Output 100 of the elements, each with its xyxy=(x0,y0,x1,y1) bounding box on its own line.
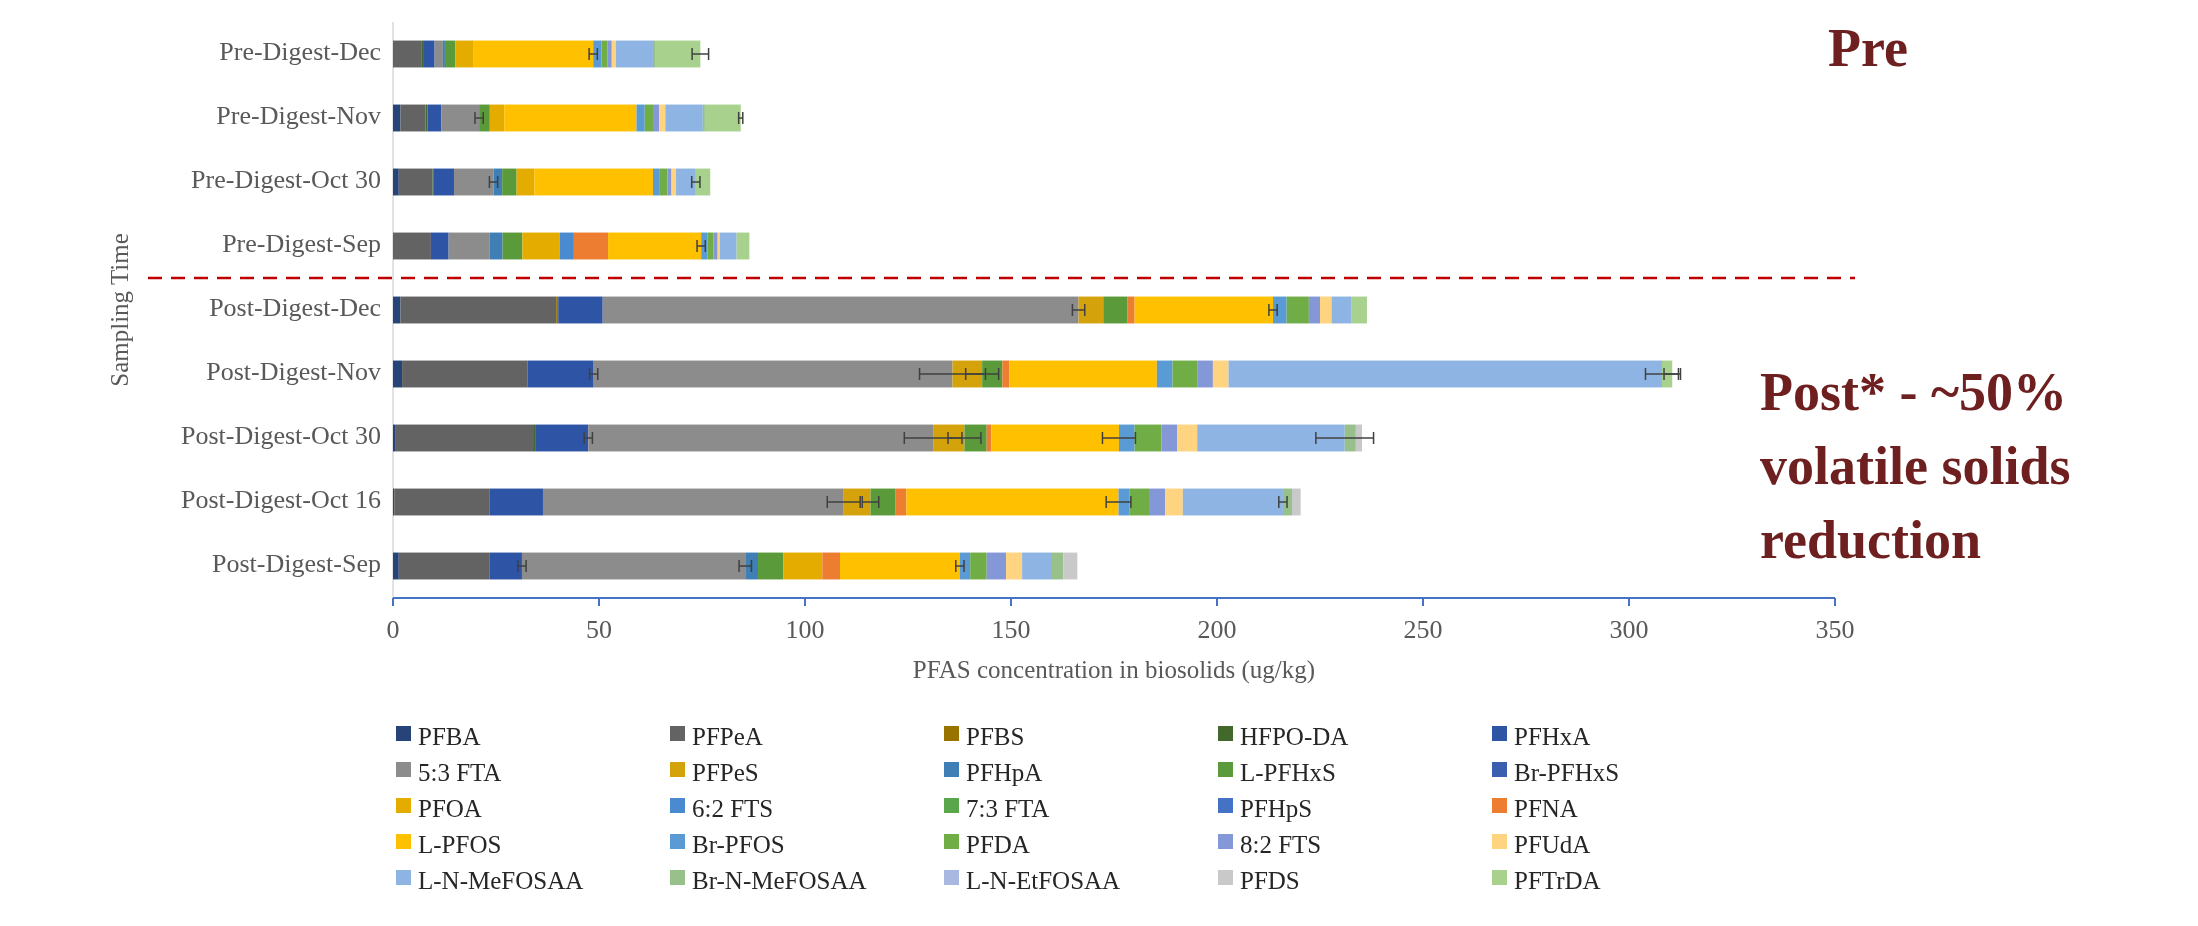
bar xyxy=(713,232,718,260)
bar xyxy=(1351,296,1367,324)
bar xyxy=(502,168,517,196)
bar xyxy=(991,424,1119,452)
bar xyxy=(433,168,454,196)
bar xyxy=(504,104,637,132)
bar xyxy=(707,232,714,260)
bar xyxy=(840,552,960,580)
legend-label: Br-N-MeFOSAA xyxy=(692,866,867,894)
bar xyxy=(522,232,560,260)
bar xyxy=(527,360,594,388)
bar xyxy=(1228,360,1662,388)
bar xyxy=(665,104,703,132)
bar xyxy=(1172,360,1198,388)
bar xyxy=(393,296,401,324)
y-axis-title: Sampling Time xyxy=(106,233,133,387)
bar xyxy=(395,424,534,452)
bar xyxy=(655,40,701,68)
bar xyxy=(822,552,841,580)
legend-label: HFPO-DA xyxy=(1240,722,1349,750)
bar xyxy=(652,40,656,68)
y-tick-label: Pre-Digest-Oct 30 xyxy=(191,164,381,194)
bar xyxy=(521,552,746,580)
x-tick-label: 50 xyxy=(586,615,612,644)
bar xyxy=(1078,296,1104,324)
bar xyxy=(1182,488,1283,516)
bar xyxy=(559,232,574,260)
y-tick-label: Pre-Digest-Sep xyxy=(222,228,381,258)
bar xyxy=(542,488,844,516)
bar xyxy=(1022,552,1051,580)
bar xyxy=(533,424,536,452)
bar xyxy=(611,40,616,68)
bar xyxy=(394,488,490,516)
bar xyxy=(1212,360,1229,388)
y-tick-label: Post-Digest-Nov xyxy=(206,356,381,386)
x-axis-title: PFAS concentration in biosolids (ug/kg) xyxy=(912,656,1316,684)
x-tick-label: 250 xyxy=(1403,615,1443,644)
bar xyxy=(400,104,426,132)
bar xyxy=(704,104,741,132)
bar xyxy=(1009,360,1157,388)
x-tick-label: 300 xyxy=(1609,615,1649,644)
bar xyxy=(676,168,696,196)
bar xyxy=(453,168,494,196)
bar xyxy=(1103,296,1128,324)
bar xyxy=(489,552,522,580)
legend-label: PFPeS xyxy=(692,758,759,786)
bar xyxy=(393,552,399,580)
bar xyxy=(398,552,490,580)
bar xyxy=(906,488,1119,516)
legend-label: PFUdA xyxy=(1514,830,1591,858)
x-tick-label: 0 xyxy=(386,615,400,644)
legend-label: PFOA xyxy=(418,794,482,822)
bar xyxy=(1273,296,1287,324)
legend-label: Br-PFHxS xyxy=(1514,758,1620,786)
bar xyxy=(1165,488,1183,516)
bar xyxy=(1177,424,1198,452)
bar xyxy=(1197,360,1213,388)
bar xyxy=(1127,296,1135,324)
bar xyxy=(1149,488,1166,516)
legend-label: PFPeA xyxy=(692,722,763,750)
bar xyxy=(534,168,653,196)
bar xyxy=(441,104,480,132)
legend-label: PFDS xyxy=(1240,866,1300,894)
bar xyxy=(393,360,403,388)
bar xyxy=(652,104,660,132)
bar xyxy=(1320,296,1332,324)
bar xyxy=(393,424,396,452)
legend-label: PFHxA xyxy=(1514,722,1591,750)
bar xyxy=(393,232,431,260)
bar xyxy=(402,360,528,388)
bar xyxy=(1161,424,1178,452)
bar xyxy=(644,104,653,132)
legend-label: L-PFOS xyxy=(418,830,502,858)
bar xyxy=(425,104,428,132)
x-tick-label: 350 xyxy=(1815,615,1855,644)
bar xyxy=(652,168,660,196)
legend-label: PFTrDA xyxy=(1514,866,1601,894)
bar xyxy=(1002,360,1010,388)
legend-label: L-N-EtFOSAA xyxy=(966,866,1121,894)
bar xyxy=(1308,296,1320,324)
y-tick-label: Post-Digest-Oct 16 xyxy=(180,484,381,514)
bar xyxy=(783,552,823,580)
y-tick-label: Pre-Digest-Nov xyxy=(216,100,381,130)
bar xyxy=(434,40,443,68)
bar xyxy=(1286,296,1309,324)
bar xyxy=(695,168,711,196)
bar xyxy=(601,40,608,68)
y-tick-label: Post-Digest-Oct 30 xyxy=(180,420,381,450)
annotation: Pre xyxy=(1828,18,1908,78)
bar xyxy=(986,552,1007,580)
legend-label: L-N-MeFOSAA xyxy=(418,866,584,894)
bar xyxy=(659,168,668,196)
bar xyxy=(607,40,612,68)
bar xyxy=(427,104,442,132)
bar xyxy=(667,168,672,196)
bar xyxy=(516,168,535,196)
bar xyxy=(448,232,490,260)
bar xyxy=(970,552,987,580)
bar xyxy=(400,296,557,324)
bar xyxy=(423,40,435,68)
